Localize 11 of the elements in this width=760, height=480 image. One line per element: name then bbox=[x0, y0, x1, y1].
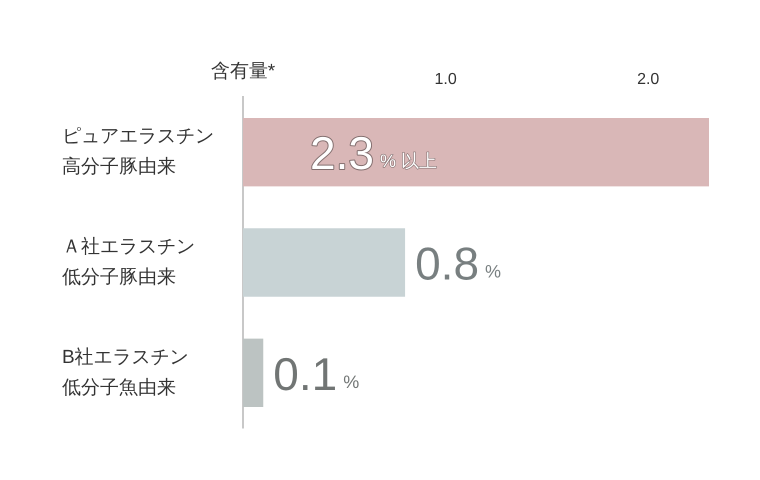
y-tick-label: ピュアエラスチン高分子豚由来 bbox=[62, 126, 214, 178]
y-tick-label: Ａ社エラスチン低分子豚由来 bbox=[62, 236, 195, 288]
x-tick-label: 1.0 bbox=[434, 70, 457, 88]
y-tick-label: B社エラスチン低分子魚由来 bbox=[62, 346, 189, 398]
x-tick-label: 2.0 bbox=[637, 70, 660, 88]
data-label: 2.3% 以上 bbox=[310, 127, 437, 180]
data-label: 0.8% bbox=[415, 238, 502, 290]
bar bbox=[243, 118, 709, 186]
bar bbox=[243, 228, 406, 297]
x-axis-title: 含有量* bbox=[210, 61, 276, 82]
data-label: 0.1% bbox=[273, 348, 360, 400]
